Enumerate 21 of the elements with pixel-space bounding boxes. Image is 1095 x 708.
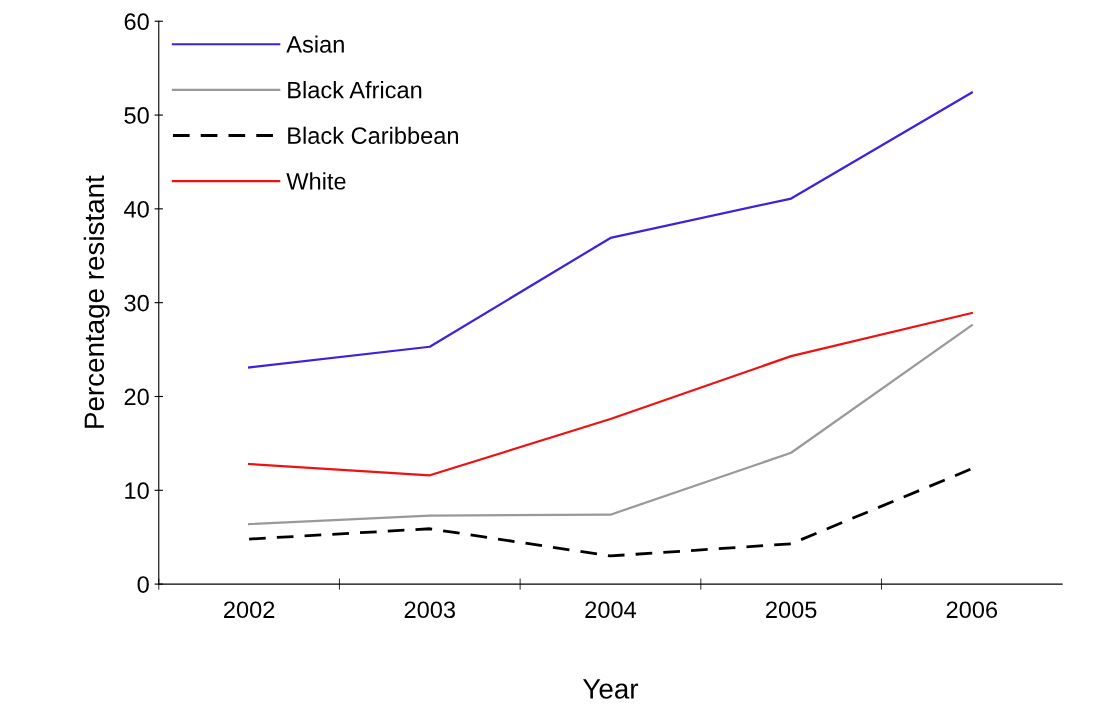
y-axis-title: Percentage resistant — [83, 175, 110, 428]
line-series — [248, 311, 973, 477]
legend-label: White — [286, 172, 346, 190]
legend-label: Asian — [286, 35, 344, 53]
x-tick-label: 2002 — [224, 601, 275, 619]
y-tick-label: 40 — [124, 200, 149, 218]
legend-label: Black African — [288, 81, 422, 99]
y-tick-label: 20 — [124, 388, 149, 406]
y-tick-label: 10 — [125, 482, 149, 500]
x-tick-label: 2004 — [585, 601, 637, 619]
y-tick-label: 60 — [124, 13, 149, 31]
x-tick-label: 2006 — [946, 601, 998, 619]
y-tick-label: 30 — [124, 294, 149, 312]
y-tick-label: 0 — [137, 576, 149, 593]
x-tick-label: 2003 — [404, 601, 456, 619]
line-series — [248, 324, 973, 526]
x-axis-title: Year — [583, 679, 639, 699]
y-tick-label: 50 — [124, 107, 149, 124]
line-series — [247, 467, 974, 558]
legend-label: Black Caribbean — [288, 126, 458, 144]
x-tick-label: 2005 — [766, 601, 817, 619]
